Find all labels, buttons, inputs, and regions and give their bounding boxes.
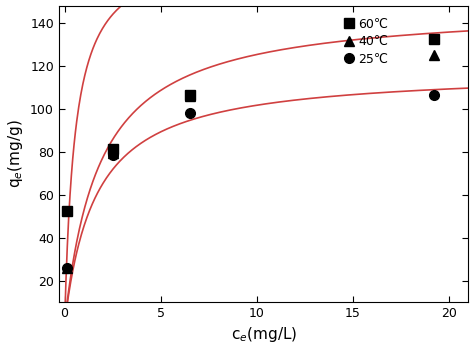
60℃ — [64, 209, 69, 213]
60℃ — [187, 93, 192, 97]
Line: 40℃: 40℃ — [62, 50, 439, 273]
25℃ — [64, 266, 69, 270]
Line: 60℃: 60℃ — [62, 34, 439, 216]
X-axis label: c$_e$(mg/L): c$_e$(mg/L) — [230, 326, 297, 344]
Legend: 60℃, 40℃, 25℃: 60℃, 40℃, 25℃ — [344, 18, 389, 65]
60℃ — [110, 147, 116, 152]
Y-axis label: q$_e$(mg/g): q$_e$(mg/g) — [6, 119, 25, 188]
40℃ — [64, 266, 69, 270]
40℃ — [110, 150, 116, 155]
40℃ — [431, 53, 437, 57]
25℃ — [431, 93, 437, 97]
60℃ — [431, 37, 437, 41]
40℃ — [187, 94, 192, 98]
Line: 25℃: 25℃ — [62, 90, 439, 273]
25℃ — [110, 153, 116, 157]
25℃ — [187, 111, 192, 115]
